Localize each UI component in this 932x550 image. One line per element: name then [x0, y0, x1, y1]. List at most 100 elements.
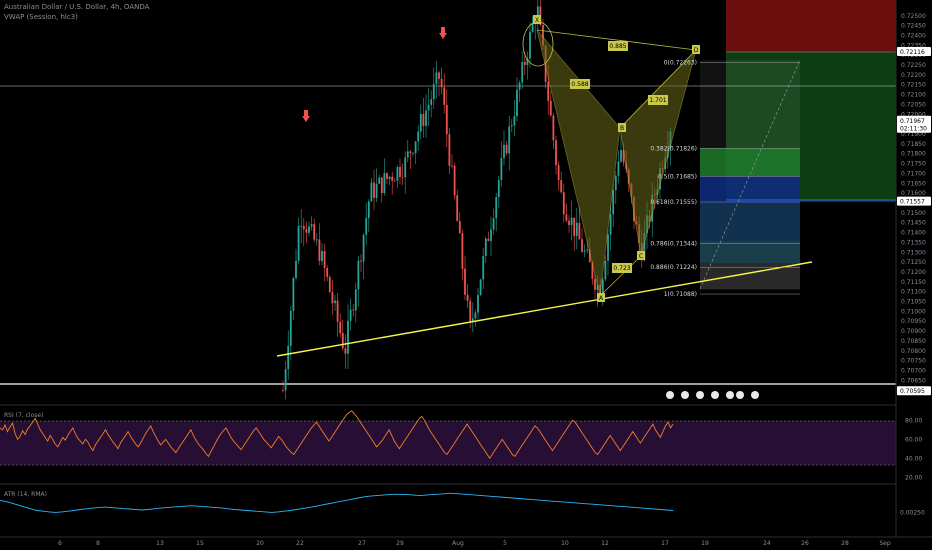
candle — [510, 119, 513, 133]
rsi-band — [0, 421, 896, 465]
svg-text:0.885: 0.885 — [609, 43, 626, 50]
candle — [549, 91, 552, 117]
svg-text:A: A — [599, 295, 604, 302]
candle — [614, 171, 617, 204]
candle — [487, 231, 490, 242]
price-tick: 0.71200 — [901, 269, 926, 276]
candle — [503, 130, 505, 166]
pattern-ratio: 0.885 — [608, 41, 628, 51]
candle — [349, 298, 352, 331]
time-tick: 8 — [96, 540, 100, 547]
candle — [469, 297, 472, 329]
svg-text:1.701: 1.701 — [649, 97, 666, 104]
fib-label: 0.382(0.71826) — [650, 146, 697, 153]
candle — [305, 221, 308, 243]
candle — [526, 51, 529, 80]
price-tick: 0.71100 — [901, 289, 926, 296]
atr-axis: 0.00250 — [900, 509, 925, 516]
price-tick: 0.70850 — [901, 338, 926, 345]
price-tick: 0.71600 — [901, 190, 926, 197]
candle — [575, 207, 578, 250]
candle — [451, 154, 453, 169]
down-arrow-1 — [302, 110, 310, 122]
price-tick: 0.71800 — [901, 151, 926, 158]
price-tick: 0.72250 — [901, 62, 926, 69]
svg-text:D: D — [694, 47, 699, 54]
price-tick: 0.71300 — [901, 249, 926, 256]
price-tick: 0.71750 — [901, 161, 926, 168]
candles — [282, 0, 672, 400]
candle — [383, 158, 386, 196]
candle — [318, 223, 321, 266]
price-badge: 0.71557 — [897, 196, 931, 206]
rsi-tick: 80.00 — [905, 417, 922, 424]
price-tick: 0.72050 — [901, 101, 926, 108]
svg-text:0.723: 0.723 — [613, 265, 630, 272]
fib-blue-2 — [700, 203, 800, 241]
candle — [321, 242, 323, 266]
price-tick: 0.72500 — [901, 13, 926, 20]
fib-label: 0(0.72263) — [664, 59, 697, 66]
price-tick: 0.72000 — [901, 111, 926, 118]
candle — [581, 228, 583, 253]
candle — [334, 294, 336, 311]
candle — [396, 165, 399, 188]
candle — [310, 216, 313, 231]
candle — [490, 216, 492, 257]
candle — [388, 175, 391, 186]
candle — [435, 61, 438, 99]
fib-label: 0.886(0.71224) — [650, 264, 697, 271]
candle — [282, 380, 284, 393]
candle — [565, 203, 568, 223]
candle — [521, 51, 524, 89]
svg-text:02:11:30: 02:11:30 — [900, 126, 927, 133]
fib-green-1 — [700, 148, 800, 176]
price-tick: 0.70750 — [901, 358, 926, 365]
candle — [458, 211, 461, 234]
rsi-tick: 60.00 — [905, 436, 922, 443]
candle — [352, 303, 355, 317]
fib-blue-1 — [700, 176, 800, 203]
candle — [386, 172, 388, 184]
candle — [422, 97, 425, 138]
atr-title: ATR (14, RMA) — [4, 491, 47, 498]
candle — [370, 177, 373, 202]
candle — [336, 292, 339, 337]
price-axis-bg — [896, 0, 932, 537]
pattern-labels: X A B C D 0.885 0.588 1.701 0.723 — [533, 15, 700, 302]
candle — [367, 199, 370, 233]
rsi-axis: 80.00 60.00 40.00 20.00 — [905, 417, 922, 481]
trendline — [276, 261, 813, 357]
candle — [620, 134, 622, 164]
rsi-line — [0, 410, 674, 460]
projection-line — [699, 59, 801, 290]
fib-label: 0.618(0.71555) — [650, 199, 697, 206]
atr-tick: 0.00250 — [900, 509, 925, 516]
candle — [438, 71, 440, 97]
price-tick: 0.72400 — [901, 32, 926, 39]
pattern-point-c: C — [637, 251, 645, 260]
pattern-point-a: A — [597, 293, 605, 302]
fib-labels: 0(0.72263) 0.382(0.71826) 0.5(0.71685) 0.61… — [650, 59, 800, 298]
pattern-bd — [619, 49, 697, 129]
fib-label: 1(0.71088) — [664, 291, 697, 298]
indicator-label: VWAP (Session, hlc3) — [4, 13, 78, 21]
candle — [568, 215, 570, 233]
candle — [295, 248, 297, 281]
candle — [495, 192, 498, 232]
candle — [417, 124, 420, 151]
candle — [555, 135, 557, 175]
candle — [323, 243, 326, 282]
candle — [471, 302, 474, 333]
pattern-xb — [599, 255, 642, 297]
candle — [607, 229, 609, 276]
price-tick: 0.72100 — [901, 92, 926, 99]
candle — [440, 67, 443, 95]
event-icons[interactable] — [666, 391, 759, 399]
candle — [391, 171, 394, 195]
time-tick: 10 — [561, 540, 569, 547]
price-badge: 0.71967 — [897, 115, 931, 125]
time-tick: 20 — [256, 540, 264, 547]
candle — [380, 177, 383, 203]
